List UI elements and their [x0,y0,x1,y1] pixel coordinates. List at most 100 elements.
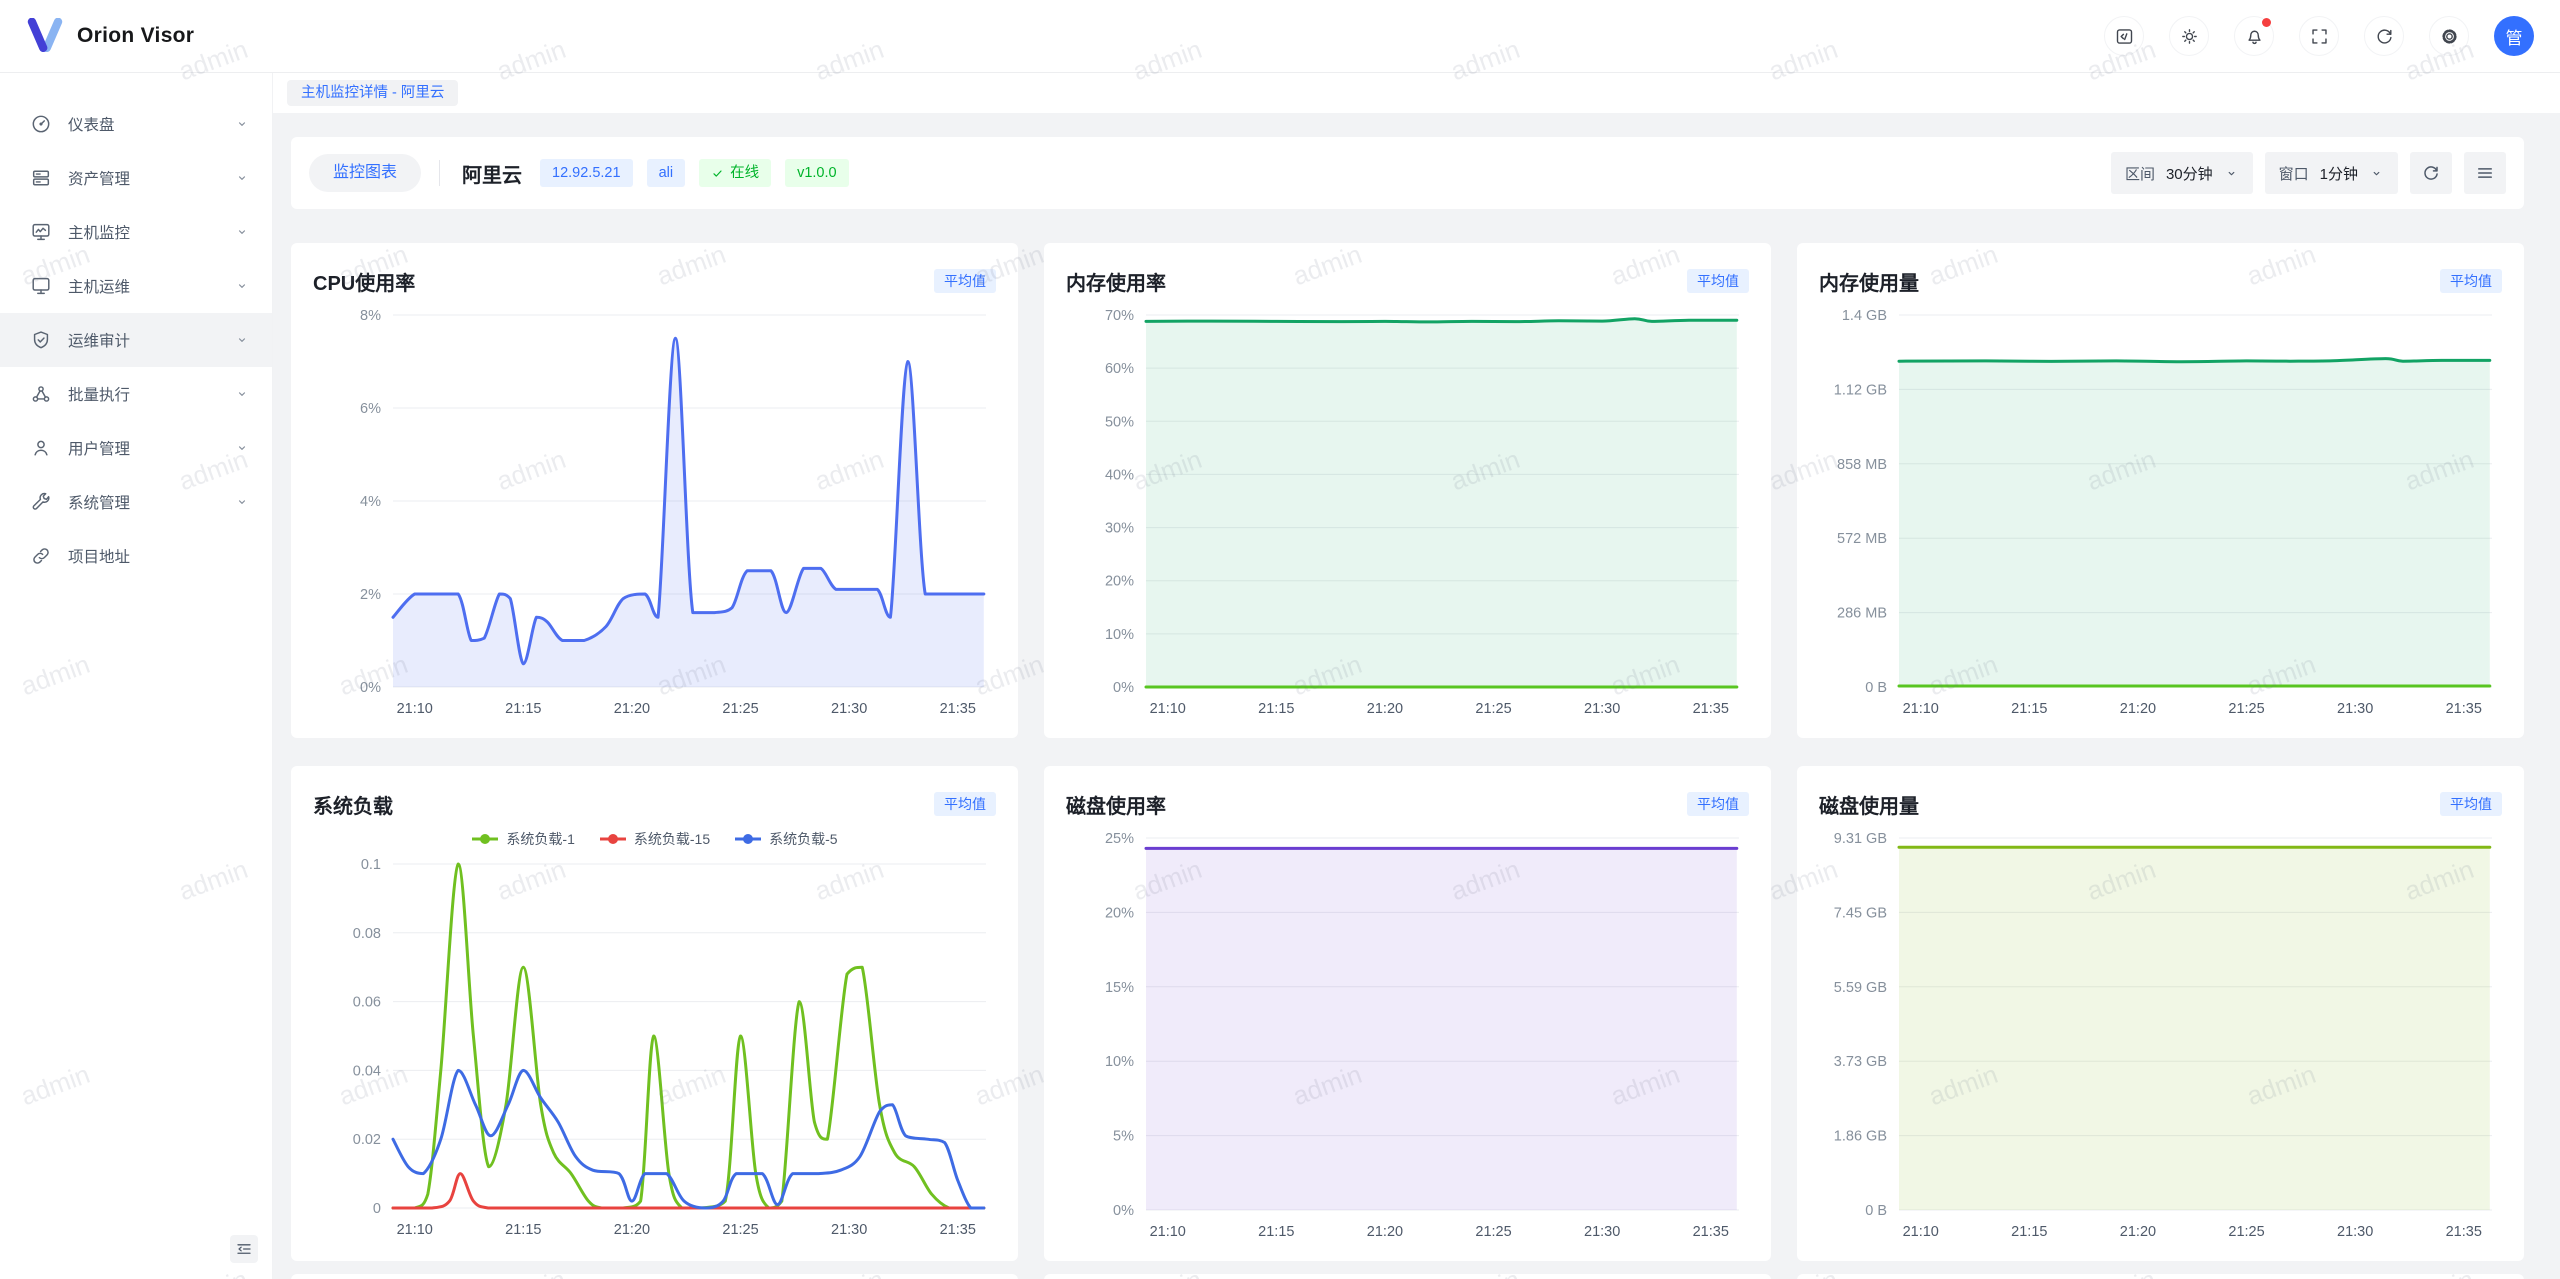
window-label: 窗口 [2279,163,2309,184]
svg-text:10%: 10% [1105,627,1134,643]
chart-card-header: 系统负载 平均值 [313,782,996,826]
hamburger-icon [2475,163,2495,183]
chart-card-4: 磁盘使用率平均值25%20%15%10%5%0%21:1021:1521:202… [1044,766,1771,1261]
chart-grid: CPU使用率平均值8%6%4%2%0%21:1021:1521:2021:252… [291,243,2524,1261]
refresh-button[interactable] [2364,16,2404,56]
svg-text:572 MB: 572 MB [1837,531,1887,547]
chart-title: 内存使用量 [1819,267,1919,296]
average-badge[interactable]: 平均值 [2440,269,2502,294]
window-select[interactable]: 窗口 1分钟 [2265,152,2398,194]
sidebar-item-label: 仪表盘 [68,113,234,135]
top-navbar: Orion Visor 管 [0,0,2560,73]
legend-item[interactable]: 系统负载-1 [471,829,574,849]
svg-text:0%: 0% [1113,1203,1134,1219]
batch-icon [30,383,52,405]
sidebar-item-batch-exec[interactable]: 批量执行 [0,367,272,421]
svg-text:21:35: 21:35 [940,1222,976,1238]
average-badge[interactable]: 平均值 [2440,792,2502,817]
bell-icon [2244,26,2265,47]
sidebar-item-dashboard[interactable]: 仪表盘 [0,97,272,151]
chart-options-button[interactable] [2464,152,2506,194]
chart-title: 系统负载 [313,790,393,819]
sidebar-item-ops-audit[interactable]: 运维审计 [0,313,272,367]
svg-text:21:35: 21:35 [2446,1224,2482,1240]
svg-text:21:25: 21:25 [2228,701,2264,717]
navbar-actions: 管 [2104,16,2534,56]
svg-text:21:10: 21:10 [1150,1224,1186,1240]
svg-text:21:10: 21:10 [397,701,433,717]
svg-text:0%: 0% [1113,680,1134,696]
sidebar-item-label: 主机监控 [68,221,234,243]
sidebar-item-host-monitor[interactable]: 主机监控 [0,205,272,259]
average-badge[interactable]: 平均值 [934,792,996,817]
svg-text:3.73 GB: 3.73 GB [1834,1054,1887,1070]
svg-text:21:20: 21:20 [614,1222,650,1238]
chevron-down-icon [2224,166,2239,181]
svg-text:20%: 20% [1105,905,1134,921]
chart-card-header: 内存使用量 平均值 [1819,259,2502,303]
sidebar-item-label: 项目地址 [68,545,250,567]
svg-text:20%: 20% [1105,574,1134,590]
sidebar-item-system-mgmt[interactable]: 系统管理 [0,475,272,529]
notification-dot [2262,18,2271,27]
chart-card-partial [291,1274,1018,1279]
svg-text:9.31 GB: 9.31 GB [1834,831,1887,847]
svg-text:0 B: 0 B [1865,680,1887,696]
svg-text:0 B: 0 B [1865,1203,1887,1219]
refresh-charts-button[interactable] [2410,152,2452,194]
svg-text:0%: 0% [360,680,381,696]
svg-text:21:10: 21:10 [1150,701,1186,717]
svg-text:30%: 30% [1105,521,1134,537]
svg-text:21:30: 21:30 [831,1222,867,1238]
svg-text:7.45 GB: 7.45 GB [1834,905,1887,921]
content-area: 主机监控详情 - 阿里云 监控图表 阿里云 12.92.5.21 ali 在线 … [273,73,2560,1279]
divider [439,160,440,186]
chart-card-2: 内存使用量平均值1.4 GB1.12 GB858 MB572 MB286 MB0… [1797,243,2524,738]
code-window-button[interactable] [2104,16,2144,56]
sidebar-item-host-ops[interactable]: 主机运维 [0,259,272,313]
refresh-icon [2374,26,2395,47]
fullscreen-icon [2309,26,2330,47]
svg-text:70%: 70% [1105,308,1134,324]
monitor-chart-tab-button[interactable]: 监控图表 [309,154,421,192]
menu-fold-icon [235,1240,253,1258]
svg-text:25%: 25% [1105,831,1134,847]
sidebar-item-label: 资产管理 [68,167,234,189]
sidebar-item-assets[interactable]: 资产管理 [0,151,272,205]
chart-title: CPU使用率 [313,267,415,296]
svg-text:21:30: 21:30 [2337,701,2373,717]
chevron-down-icon [234,116,250,132]
fullscreen-button[interactable] [2299,16,2339,56]
svg-text:10%: 10% [1105,1054,1134,1070]
range-select[interactable]: 区间 30分钟 [2111,152,2253,194]
legend-item[interactable]: 系统负载-5 [734,829,837,849]
chevron-down-icon [234,386,250,402]
average-badge[interactable]: 平均值 [1687,269,1749,294]
breadcrumb-tab[interactable]: 主机监控详情 - 阿里云 [287,80,458,107]
agent-version-tag: v1.0.0 [785,159,849,187]
brand: Orion Visor [26,18,194,54]
scroll-region: 监控图表 阿里云 12.92.5.21 ali 在线 v1.0.0 区间 30分… [273,113,2560,1279]
legend-item[interactable]: 系统负载-15 [599,829,710,849]
svg-text:5.59 GB: 5.59 GB [1834,980,1887,996]
legend-marker [734,833,762,845]
refresh-icon [2421,163,2441,183]
sidebar-item-project-link[interactable]: 项目地址 [0,529,272,583]
svg-text:21:35: 21:35 [940,701,976,717]
svg-text:0: 0 [373,1201,381,1217]
sidebar-item-user-mgmt[interactable]: 用户管理 [0,421,272,475]
host-monitor-icon [30,221,52,243]
average-badge[interactable]: 平均值 [1687,792,1749,817]
settings-button[interactable] [2429,16,2469,56]
next-row-partial [291,1274,2524,1279]
svg-text:21:20: 21:20 [2120,1224,2156,1240]
svg-text:40%: 40% [1105,467,1134,483]
legend-marker [599,833,627,845]
sidebar-collapse-button[interactable] [230,1235,258,1263]
svg-text:21:25: 21:25 [2228,1224,2264,1240]
avatar[interactable]: 管 [2494,16,2534,56]
average-badge[interactable]: 平均值 [934,269,996,294]
notifications-button[interactable] [2234,16,2274,56]
app-title: Orion Visor [77,24,194,48]
theme-button[interactable] [2169,16,2209,56]
